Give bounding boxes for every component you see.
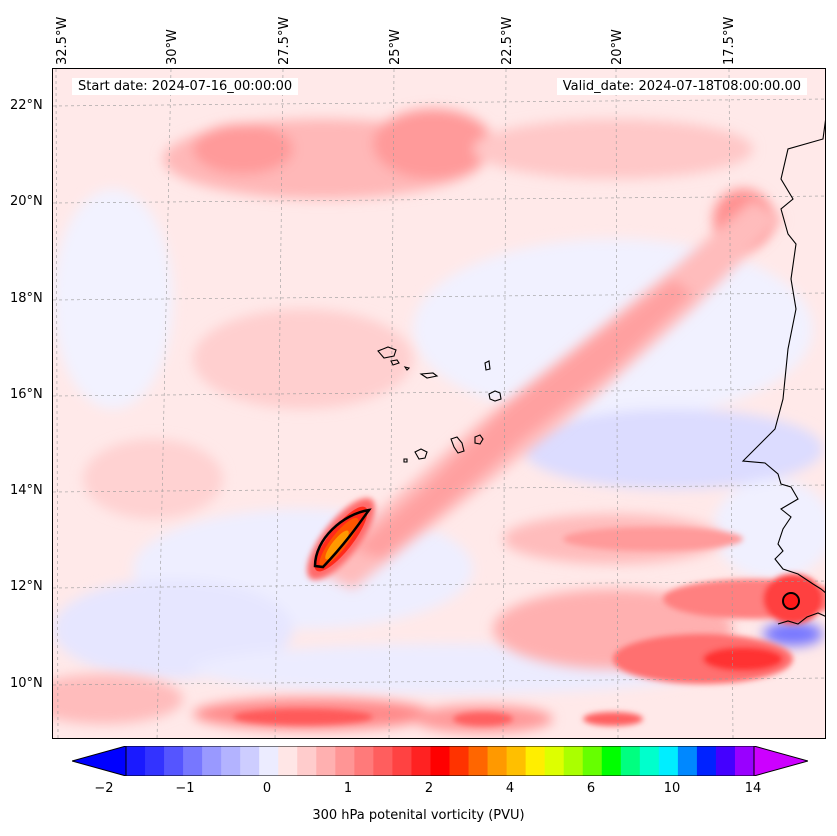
colorbar-cell — [354, 746, 374, 776]
lat-label-12n: 12°N — [10, 579, 43, 594]
lat-label-10n: 10°N — [10, 676, 43, 691]
colorbar-tick-label: 6 — [586, 781, 596, 796]
colorbar-cell — [278, 746, 298, 776]
colorbar-tick-label: −1 — [175, 781, 195, 796]
colorbar-cell — [240, 746, 260, 776]
colorbar-cell — [373, 746, 393, 776]
colorbar-tick-label: 2 — [424, 781, 434, 796]
colorbar-cell — [183, 746, 203, 776]
colorbar-cell — [297, 746, 317, 776]
colorbar-cell — [715, 746, 736, 776]
lat-label-18n: 18°N — [10, 291, 43, 306]
lon-label-30w: 30°W — [165, 29, 180, 65]
lon-label-17-5w: 17.5°W — [722, 16, 737, 65]
gridlines — [53, 69, 825, 738]
colorbar-cell — [734, 746, 755, 776]
pv-map: Start date: 2024-07-16_00:00:00 Valid_da… — [52, 68, 826, 739]
lat-label-16n: 16°N — [10, 387, 43, 402]
start-date-label: Start date: 2024-07-16_00:00:00 — [72, 78, 299, 95]
lon-label-22-5w: 22.5°W — [500, 16, 515, 65]
west-africa-coastline — [741, 119, 825, 625]
lon-label-20w: 20°W — [610, 29, 625, 65]
colorbar-cell — [221, 746, 241, 776]
colorbar-cell — [335, 746, 355, 776]
lon-label-32-5w: 32.5°W — [55, 16, 70, 65]
colorbar-cell — [525, 746, 546, 776]
colorbar-cell — [620, 746, 641, 776]
colorbar-title: 300 hPa potenital vorticity (PVU) — [312, 808, 525, 823]
colorbar-cell — [487, 746, 508, 776]
colorbar-cell — [126, 746, 146, 776]
colorbar-cell — [601, 746, 622, 776]
pv-maximum-core — [307, 498, 800, 610]
colorbar-cell — [259, 746, 279, 776]
pv-contour-field — [53, 69, 825, 738]
lat-label-20n: 20°N — [10, 194, 43, 209]
cabo-verde-islands — [377, 346, 502, 463]
colorbar-tick-label: 10 — [663, 781, 681, 796]
colorbar-tick-label: 14 — [744, 781, 762, 796]
colorbar-cell — [411, 746, 431, 776]
colorbar-extend-max — [753, 746, 808, 776]
colorbar-tick-label: −2 — [94, 781, 114, 796]
colorbar-cell — [506, 746, 527, 776]
lat-label-14n: 14°N — [10, 483, 43, 498]
pv-ridge — [313, 199, 783, 589]
colorbar — [72, 746, 808, 776]
lat-label-22n: 22°N — [10, 98, 43, 113]
colorbar-cell — [164, 746, 184, 776]
valid-date-label: Valid_date: 2024-07-18T08:00:00.00 — [556, 78, 807, 95]
lon-label-27-5w: 27.5°W — [277, 16, 292, 65]
colorbar-cell — [145, 746, 165, 776]
colorbar-cell — [582, 746, 603, 776]
colorbar-cell — [449, 746, 470, 776]
colorbar-tick-label: 4 — [505, 781, 515, 796]
high-pv-regions — [233, 527, 825, 726]
colorbar-cell — [430, 746, 451, 776]
colorbar-tick-label: 0 — [262, 781, 272, 796]
colorbar-cell — [392, 746, 412, 776]
colorbar-cell — [658, 746, 679, 776]
colorbar-cell — [468, 746, 489, 776]
colorbar-cell — [563, 746, 584, 776]
lon-label-25w: 25°W — [388, 29, 403, 65]
colorbar-cell — [202, 746, 222, 776]
colorbar-cell — [544, 746, 565, 776]
colorbar-cell — [696, 746, 717, 776]
colorbar-extend-min — [72, 746, 127, 776]
colorbar-cell — [639, 746, 660, 776]
colorbar-cell — [316, 746, 336, 776]
colorbar-tick-label: 1 — [343, 781, 353, 796]
colorbar-cell — [677, 746, 698, 776]
